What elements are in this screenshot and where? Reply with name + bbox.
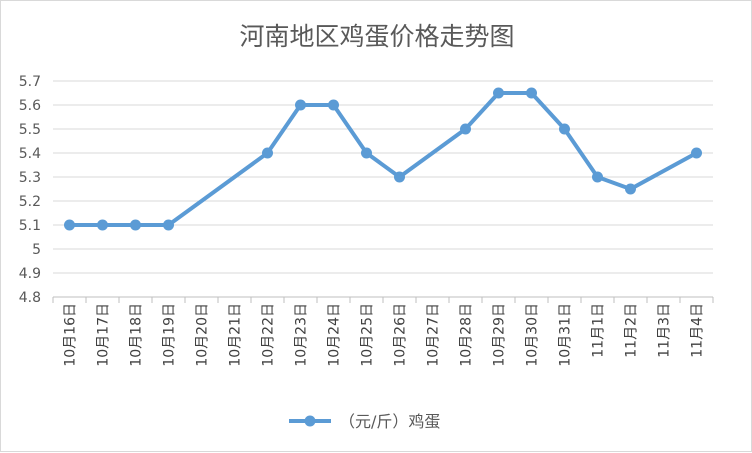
x-tick-label: 11月4日	[690, 303, 706, 358]
data-point	[361, 147, 372, 159]
x-tick-label: 10月17日	[96, 303, 112, 367]
x-tick-label: 10月19日	[162, 303, 178, 367]
x-tick-label: 10月16日	[63, 303, 79, 367]
x-tick-label: 11月1日	[591, 303, 607, 358]
y-tick-label: 5.5	[19, 122, 41, 138]
x-tick-label: 11月3日	[657, 303, 673, 358]
data-point	[691, 147, 702, 159]
data-point	[559, 123, 570, 135]
data-point	[64, 219, 75, 231]
legend-label: （元/斤）鸡蛋	[339, 412, 440, 431]
y-tick-label: 5.2	[19, 194, 41, 210]
y-tick-label: 5.6	[19, 98, 41, 114]
x-tick-label: 10月31日	[558, 303, 574, 367]
gridlines	[53, 80, 713, 298]
series-line	[67, 91, 699, 227]
y-tick-label: 5.7	[19, 74, 41, 90]
x-tick-label: 11月2日	[624, 303, 640, 358]
y-tick-label: 4.8	[19, 290, 41, 306]
x-tick-label: 10月29日	[492, 303, 508, 367]
data-point	[493, 87, 504, 99]
y-tick-label: 5.3	[19, 170, 41, 186]
y-tick-label: 4.9	[19, 266, 41, 282]
y-axis-ticks: 5.7 5.6 5.5 5.4 5.3 5.2 5.1 5 4.9 4.8	[19, 74, 41, 306]
data-point	[262, 147, 273, 159]
data-point	[625, 183, 636, 195]
x-axis: 10月16日 10月17日 10月18日 10月19日 10月20日 10月21日 10月2…	[52, 296, 714, 367]
data-point	[163, 219, 174, 231]
x-tick-label: 10月27日	[426, 303, 442, 367]
series-layer	[64, 87, 702, 231]
x-tick-label: 10月20日	[195, 303, 211, 367]
x-tick-label: 10月30日	[525, 303, 541, 367]
data-point	[295, 99, 306, 111]
data-point	[97, 219, 108, 231]
x-tick-label: 10月26日	[393, 303, 409, 367]
x-tick-label: 10月21日	[228, 303, 244, 367]
x-tick-label: 10月18日	[129, 303, 145, 367]
data-point	[592, 171, 603, 183]
y-tick-label: 5	[32, 242, 41, 258]
data-point	[394, 171, 405, 183]
data-point	[526, 87, 537, 99]
legend-point-marker	[304, 415, 316, 427]
legend: （元/斤）鸡蛋	[289, 412, 440, 431]
x-tick-label: 10月23日	[294, 303, 310, 367]
y-tick-label: 5.1	[19, 218, 41, 234]
x-tick-label: 10月24日	[327, 303, 343, 367]
x-tick-label: 10月25日	[360, 303, 376, 367]
data-point	[460, 123, 471, 135]
data-point	[130, 219, 141, 231]
data-point	[328, 99, 339, 111]
x-tick-label: 10月22日	[261, 303, 277, 367]
chart-title: 河南地区鸡蛋价格走势图	[239, 22, 514, 51]
x-tick-label: 10月28日	[459, 303, 475, 367]
y-tick-label: 5.4	[19, 146, 41, 162]
